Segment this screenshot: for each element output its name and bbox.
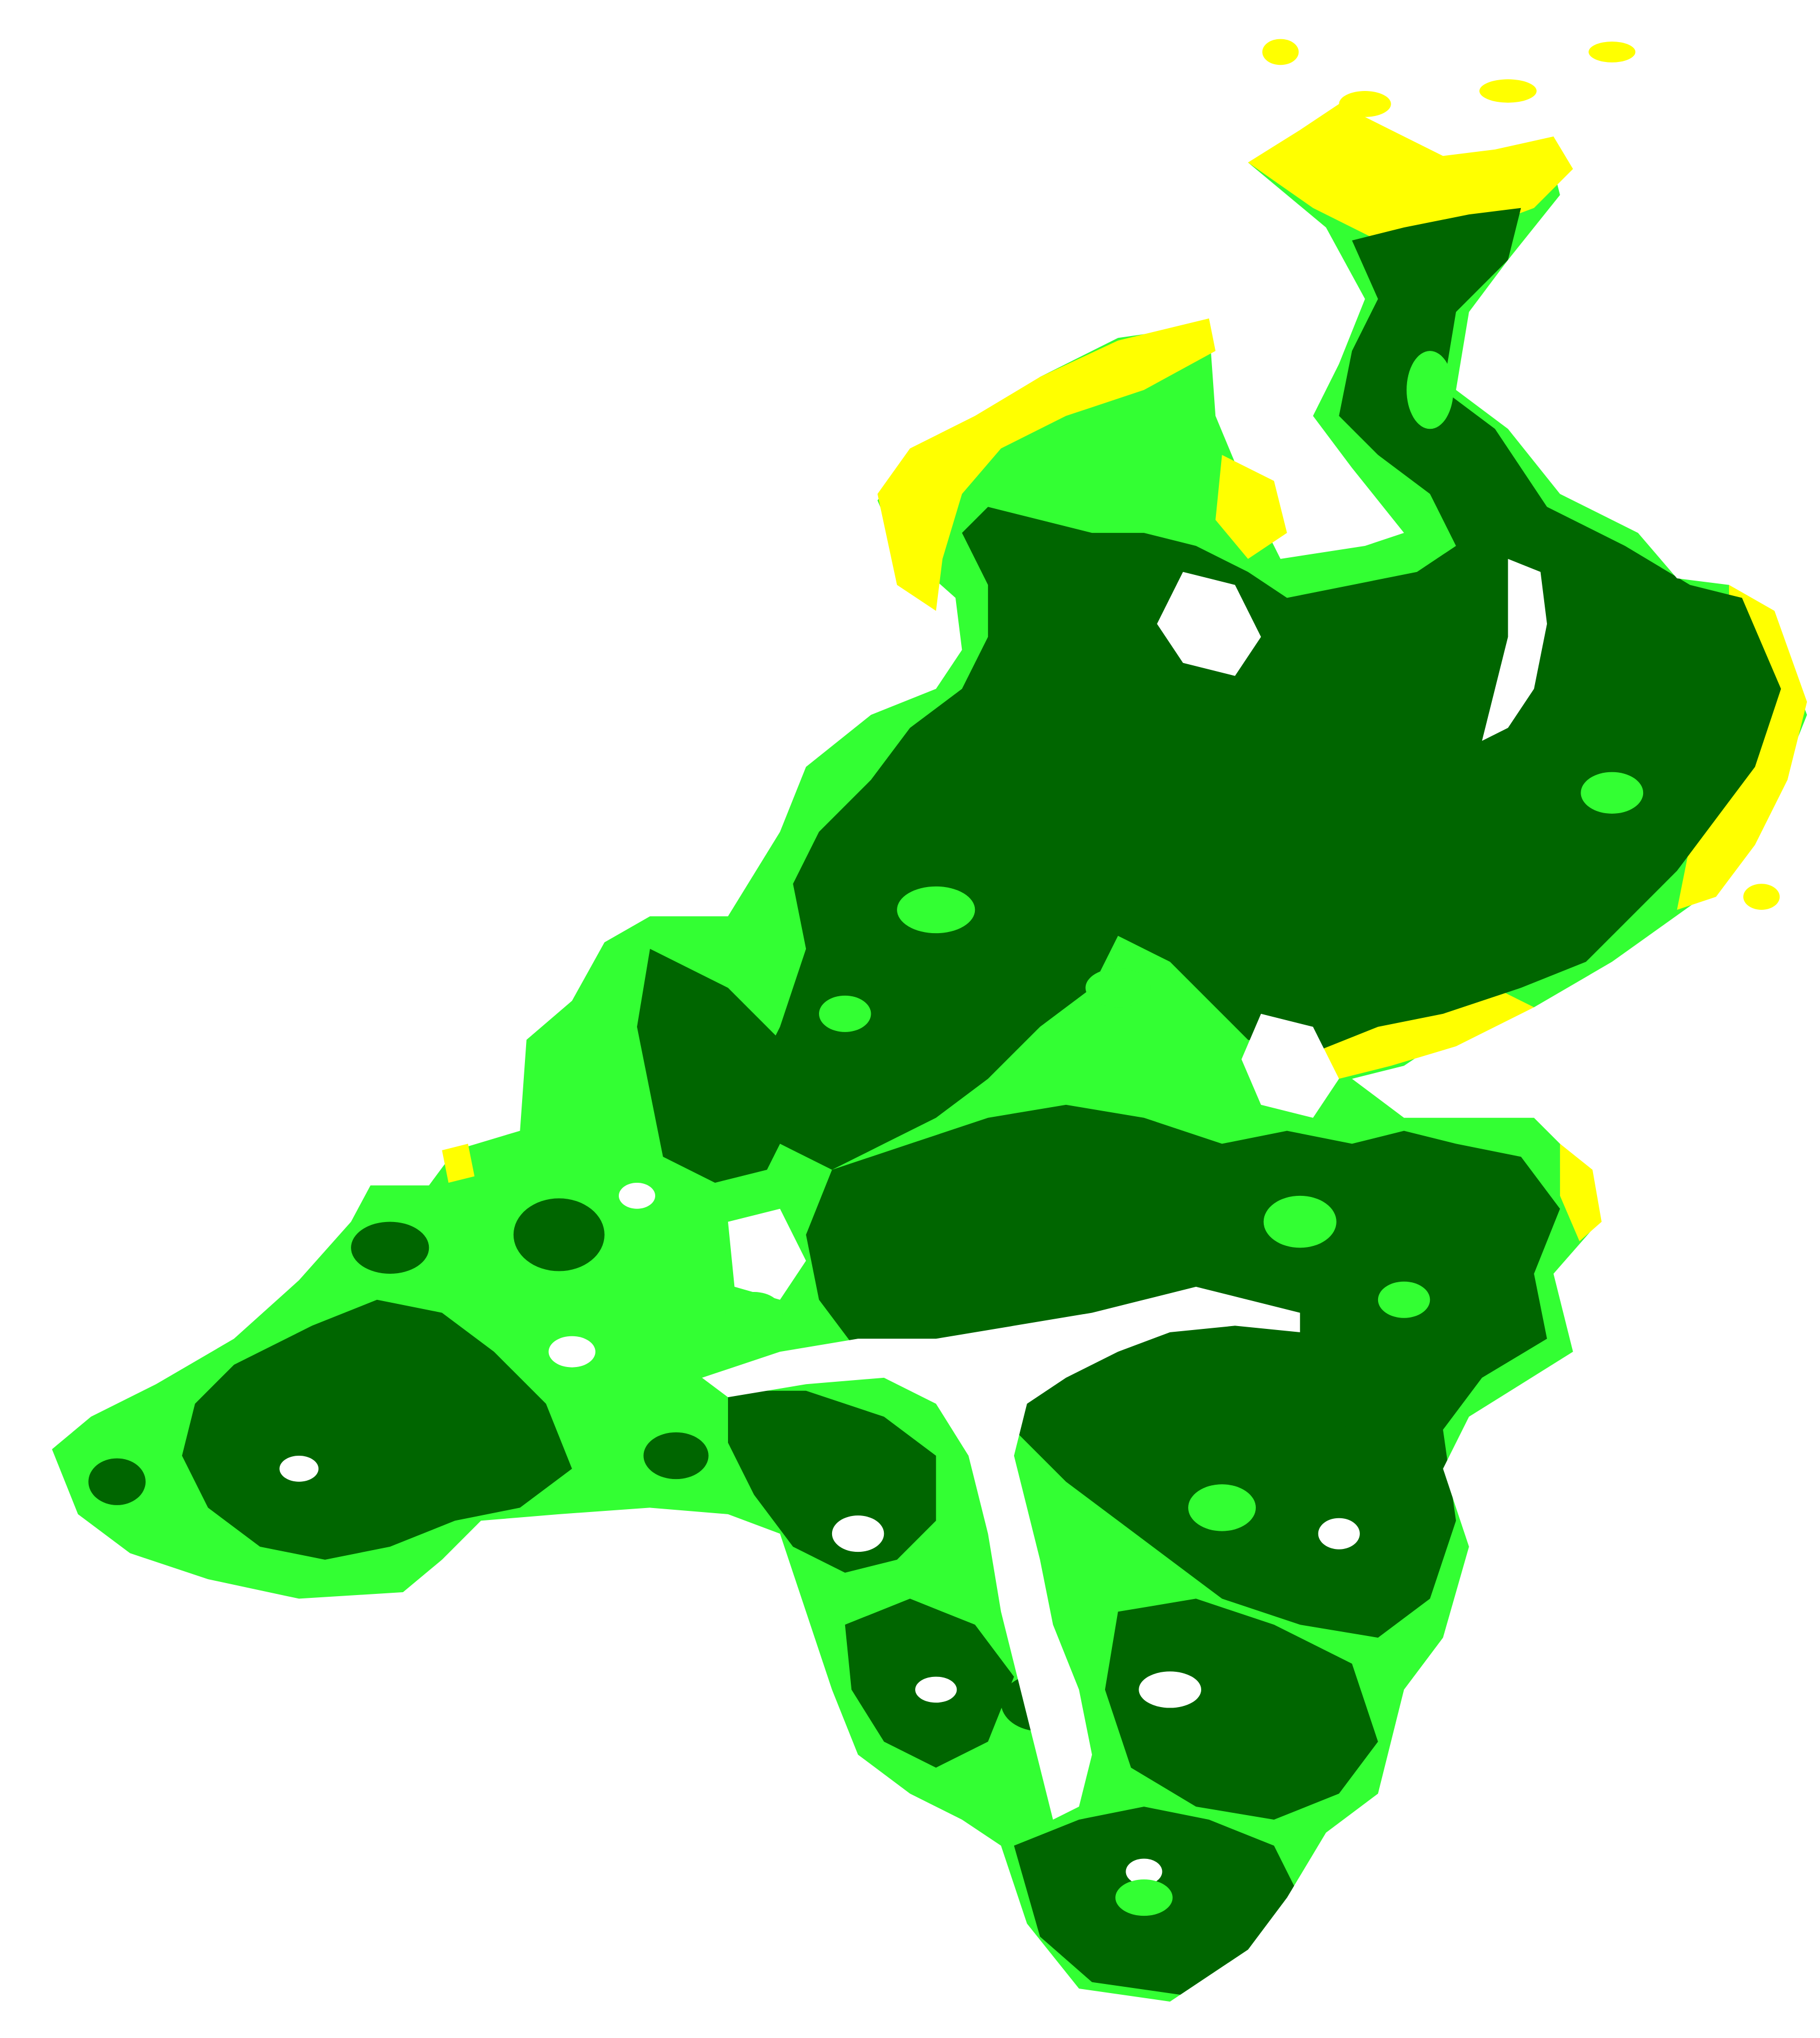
moderate-speck-4 [1188, 1484, 1256, 1531]
gap-east-bay [1241, 1013, 1339, 1118]
gap-speck-6 [619, 1183, 655, 1209]
moderate-speck-5 [1115, 1879, 1173, 1916]
sparse-speck-5 [1743, 884, 1780, 910]
moderate-speck-8 [1581, 772, 1644, 814]
sparse-speck-1 [1589, 42, 1636, 63]
moderate-speck-9 [725, 1292, 783, 1334]
sparse-patch-east-lobe [1560, 1144, 1602, 1241]
moderate-speck-1 [897, 886, 975, 934]
dense-blob-2 [513, 1198, 605, 1271]
river-northeast-branch [1482, 558, 1547, 741]
sparse-speck-2 [1262, 39, 1299, 65]
gap-central [728, 1208, 806, 1300]
moderate-speck-3 [1263, 1195, 1337, 1248]
gap-speck-3 [832, 1515, 884, 1552]
gap-speck-7 [1318, 1518, 1360, 1550]
dense-blob-1 [351, 1221, 429, 1274]
sparse-speck-4 [1479, 79, 1537, 103]
sparse-patch-inner-bay [1215, 455, 1287, 559]
dense-patch-west-block [182, 1299, 572, 1560]
moderate-speck-6 [819, 995, 871, 1032]
dense-blob-4 [643, 1432, 709, 1480]
sparse-speck-3 [1339, 91, 1391, 117]
gap-speck-4 [1139, 1671, 1201, 1708]
dense-patch-south-central [1105, 1598, 1378, 1820]
gap-speck-8 [1126, 1858, 1163, 1885]
dense-patch-midwest-block [637, 948, 793, 1183]
moderate-speck-7 [1407, 351, 1454, 429]
dense-patch-central-basin [806, 1104, 1560, 1638]
moderate-speckle-layer [725, 351, 1644, 1916]
dense-patch-south-valley [728, 1390, 936, 1573]
dense-vegetation-layer [88, 208, 1781, 1995]
river-main-channel [702, 1286, 1300, 1820]
gap-speck-1 [548, 1336, 595, 1368]
moderate-speck-10 [1378, 1281, 1430, 1318]
dense-blob-5 [1248, 1409, 1352, 1477]
non-vegetated-layer [279, 558, 1547, 1885]
dense-patch-northern-ridge [754, 208, 1781, 1170]
sparse-patch-northwest-rim [877, 318, 1216, 611]
gap-speck-2 [279, 1456, 318, 1482]
sparse-patch-west-tip [442, 1144, 475, 1183]
gap-north-bay [1157, 571, 1261, 676]
gap-speck-5 [915, 1676, 957, 1703]
moderate-speck-2 [1085, 968, 1151, 1008]
dense-blob-3 [88, 1458, 146, 1505]
